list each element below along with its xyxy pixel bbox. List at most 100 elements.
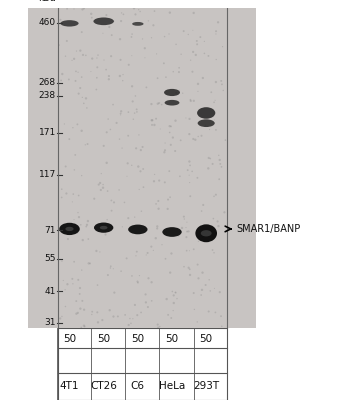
Point — [135, 163, 141, 170]
Point — [94, 55, 100, 61]
Point — [94, 309, 100, 316]
Text: 41: 41 — [44, 287, 56, 296]
Point — [74, 310, 79, 317]
Point — [213, 56, 219, 63]
Point — [64, 6, 70, 12]
Point — [70, 191, 76, 197]
Point — [134, 109, 140, 115]
Point — [191, 10, 197, 16]
Point — [78, 306, 83, 312]
Point — [193, 52, 199, 58]
Point — [167, 129, 173, 136]
Point — [176, 69, 182, 75]
Point — [156, 206, 161, 212]
Text: 117: 117 — [38, 170, 56, 179]
Point — [106, 24, 112, 30]
Point — [100, 30, 106, 36]
Point — [76, 226, 82, 233]
Point — [170, 307, 176, 314]
Point — [75, 69, 81, 76]
Point — [125, 160, 131, 166]
Point — [130, 316, 136, 322]
Point — [211, 99, 217, 106]
Point — [213, 127, 219, 133]
Point — [193, 136, 198, 143]
Point — [181, 264, 187, 270]
Point — [70, 280, 76, 287]
Point — [132, 302, 138, 308]
Text: 55: 55 — [44, 254, 56, 263]
Point — [174, 296, 180, 302]
Point — [108, 263, 114, 270]
Point — [149, 298, 155, 304]
Point — [189, 168, 195, 174]
Point — [114, 120, 119, 126]
Point — [94, 86, 99, 93]
Point — [207, 126, 213, 133]
Point — [73, 229, 79, 236]
Point — [168, 315, 174, 321]
Text: 31: 31 — [44, 318, 56, 327]
Point — [130, 116, 136, 122]
Text: HeLa: HeLa — [159, 381, 185, 391]
Point — [165, 206, 171, 212]
Point — [183, 224, 189, 231]
Point — [79, 172, 84, 179]
Point — [163, 74, 169, 80]
Point — [143, 299, 149, 306]
Point — [73, 68, 79, 74]
Point — [129, 31, 135, 37]
Ellipse shape — [164, 89, 180, 96]
Point — [184, 219, 190, 225]
Point — [143, 84, 149, 90]
Point — [104, 12, 109, 18]
Point — [188, 57, 193, 63]
Point — [75, 277, 81, 283]
Point — [155, 321, 161, 328]
Point — [109, 208, 114, 214]
Point — [187, 272, 193, 278]
Point — [149, 279, 155, 286]
Point — [63, 53, 68, 59]
Point — [118, 110, 124, 117]
Point — [195, 238, 201, 244]
Point — [167, 269, 173, 276]
Point — [136, 132, 142, 138]
Point — [104, 216, 110, 223]
Point — [187, 162, 193, 168]
Point — [184, 248, 189, 254]
Point — [138, 309, 144, 316]
Point — [156, 100, 162, 106]
Point — [134, 106, 140, 112]
Point — [213, 28, 219, 34]
Point — [191, 98, 197, 104]
Point — [172, 148, 178, 154]
Point — [188, 98, 194, 104]
Point — [77, 85, 83, 91]
Text: CT26: CT26 — [90, 381, 117, 391]
Point — [80, 6, 85, 13]
Point — [66, 76, 72, 83]
Point — [75, 209, 81, 216]
Point — [194, 41, 200, 48]
Point — [136, 186, 142, 193]
Point — [169, 250, 174, 257]
Point — [177, 87, 182, 94]
Ellipse shape — [198, 119, 215, 127]
Point — [94, 248, 99, 254]
Point — [104, 160, 110, 166]
Point — [98, 187, 104, 193]
Point — [137, 272, 142, 279]
Point — [77, 291, 83, 297]
Point — [218, 313, 224, 319]
Point — [150, 117, 155, 124]
Text: C6: C6 — [131, 381, 145, 391]
Point — [109, 32, 115, 38]
Text: 268: 268 — [39, 78, 56, 87]
Ellipse shape — [201, 230, 211, 236]
Point — [210, 247, 215, 253]
Ellipse shape — [59, 223, 80, 235]
Point — [132, 110, 137, 116]
Point — [217, 289, 222, 295]
Point — [199, 287, 205, 293]
